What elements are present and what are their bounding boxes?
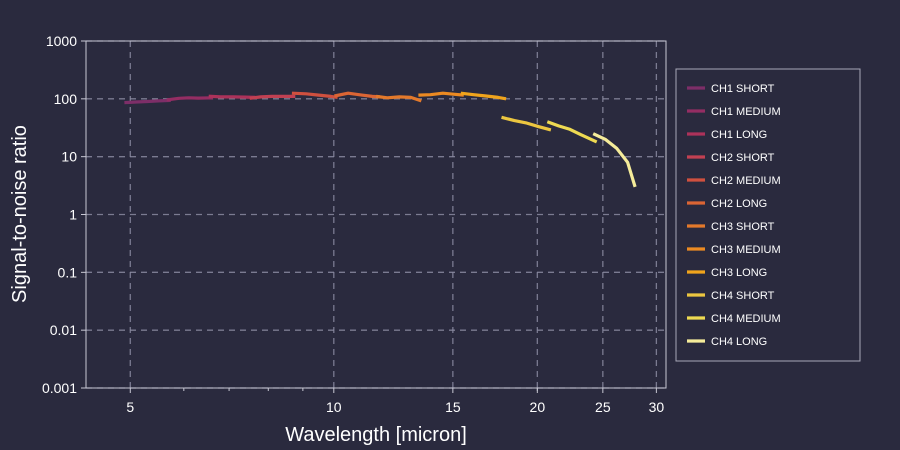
y-tick-label: 1: [69, 207, 77, 223]
series-line-ch4-short: [501, 115, 552, 132]
y-tick-label: 1000: [46, 33, 77, 49]
x-tick-label: 10: [326, 399, 342, 415]
grid-lines: [86, 40, 666, 389]
legend-label-ch2-short: CH2 SHORT: [711, 152, 775, 164]
legend-label-ch3-medium: CH3 MEDIUM: [711, 244, 781, 256]
axis-ticks: 5 10 15 20 25 30 0.001 0.01 0.1 1 10 100 1000: [42, 33, 664, 415]
series-line-ch1-medium: [166, 96, 214, 102]
y-tick-label: 10: [61, 149, 77, 165]
x-tick-label: 20: [530, 399, 546, 415]
y-tick-label: 0.001: [42, 380, 77, 396]
series-line-ch4-medium: [546, 120, 598, 144]
x-axis-title: Wavelength [micron]: [285, 424, 467, 446]
series-line-ch1-short: [124, 98, 171, 105]
series-line-ch2-medium: [291, 91, 338, 99]
x-tick-label: 15: [445, 399, 461, 415]
x-tick-label: 5: [126, 399, 134, 415]
x-tick-label: 30: [649, 399, 665, 415]
legend-label-ch4-long: CH4 LONG: [711, 336, 767, 348]
series-line-ch4-long: [592, 132, 637, 188]
x-tick-label: 25: [595, 399, 611, 415]
legend-label-ch1-short: CH1 SHORT: [711, 83, 775, 95]
legend: CH1 SHORT CH1 MEDIUM CH1 LONG CH2 SHORT CH2 …: [675, 68, 861, 362]
y-axis-title: Signal-to-noise ratio: [9, 125, 31, 303]
legend-label-ch1-long: CH1 LONG: [711, 129, 767, 141]
legend-box: [675, 68, 861, 362]
series-line-ch3-long: [460, 91, 507, 101]
legend-label-ch4-short: CH4 SHORT: [711, 290, 775, 302]
series-line-ch1-long: [208, 94, 256, 99]
series-lines: [124, 91, 637, 188]
y-tick-label: 100: [54, 91, 78, 107]
series-line-ch3-short: [375, 94, 422, 103]
legend-label-ch1-medium: CH1 MEDIUM: [711, 106, 781, 118]
y-tick-label: 0.01: [50, 322, 77, 338]
legend-label-ch2-medium: CH2 MEDIUM: [711, 175, 781, 187]
y-tick-label: 0.1: [58, 264, 78, 280]
series-line-ch3-medium: [418, 91, 464, 97]
legend-label-ch3-long: CH3 LONG: [711, 267, 767, 279]
legend-label-ch4-medium: CH4 MEDIUM: [711, 313, 781, 325]
legend-label-ch3-short: CH3 SHORT: [711, 221, 775, 233]
series-line-ch2-long: [334, 91, 381, 99]
series-line-ch2-short: [249, 94, 296, 100]
legend-label-ch2-long: CH2 LONG: [711, 198, 767, 210]
